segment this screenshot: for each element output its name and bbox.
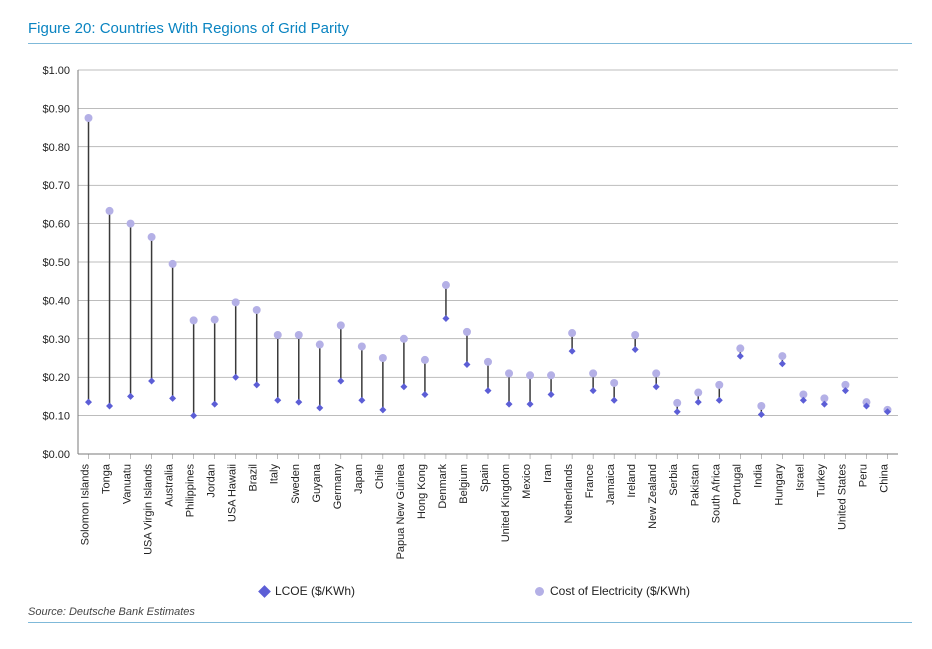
svg-text:United States: United States <box>836 464 848 531</box>
svg-text:Sweden: Sweden <box>290 464 302 504</box>
svg-text:Iran: Iran <box>542 464 554 483</box>
svg-text:France: France <box>584 464 596 498</box>
svg-text:Israel: Israel <box>794 464 806 491</box>
chart-area: $0.00 $0.10 $0.20 $0.30 $0.40 $0.50 $0.60 $0.70… <box>28 50 908 602</box>
svg-text:Chile: Chile <box>374 464 386 489</box>
svg-text:USA Virgin Islands: USA Virgin Islands <box>143 464 155 555</box>
svg-text:Brazil: Brazil <box>248 464 260 492</box>
svg-text:Hong Kong: Hong Kong <box>416 464 428 519</box>
svg-text:Spain: Spain <box>479 464 491 492</box>
legend-item-cost: Cost of Electricity ($/KWh) <box>535 584 690 598</box>
legend-item-lcoe: LCOE ($/KWh) <box>260 584 355 598</box>
svg-text:Hungary: Hungary <box>773 464 785 506</box>
figure-title: Figure 20: Countries With Regions of Gri… <box>28 20 912 44</box>
svg-text:$0.00: $0.00 <box>42 449 70 461</box>
svg-text:United Kingdom: United Kingdom <box>500 464 512 542</box>
svg-text:$0.10: $0.10 <box>42 411 70 423</box>
diamond-icon <box>258 585 271 598</box>
svg-text:Philippines: Philippines <box>185 464 197 518</box>
legend-label-lcoe: LCOE ($/KWh) <box>275 584 355 598</box>
svg-text:Peru: Peru <box>857 464 869 487</box>
svg-text:Germany: Germany <box>332 464 344 510</box>
svg-text:Belgium: Belgium <box>458 464 470 504</box>
svg-text:South Africa: South Africa <box>710 463 722 523</box>
svg-text:$0.90: $0.90 <box>42 103 70 115</box>
svg-text:Solomon Islands: Solomon Islands <box>80 464 92 546</box>
svg-text:Vanuatu: Vanuatu <box>122 464 134 504</box>
svg-text:$0.70: $0.70 <box>42 180 70 192</box>
svg-text:$0.40: $0.40 <box>42 295 70 307</box>
svg-text:India: India <box>752 463 764 488</box>
svg-text:Mexico: Mexico <box>521 464 533 499</box>
svg-text:Denmark: Denmark <box>437 464 449 509</box>
svg-text:$0.80: $0.80 <box>42 142 70 154</box>
svg-text:Serbia: Serbia <box>668 463 680 496</box>
svg-text:Tonga: Tonga <box>101 463 113 494</box>
svg-text:Guyana: Guyana <box>311 463 323 502</box>
circle-icon <box>535 587 544 596</box>
svg-text:Jordan: Jordan <box>206 464 218 498</box>
svg-text:Netherlands: Netherlands <box>563 464 575 524</box>
svg-text:$0.60: $0.60 <box>42 219 70 231</box>
svg-text:New Zealand: New Zealand <box>647 464 659 529</box>
svg-text:Portugal: Portugal <box>731 464 743 505</box>
svg-text:Italy: Italy <box>269 464 281 485</box>
svg-text:$0.50: $0.50 <box>42 257 70 269</box>
legend: LCOE ($/KWh) Cost of Electricity ($/KWh) <box>28 584 922 598</box>
svg-text:China: China <box>878 463 890 493</box>
svg-text:$1.00: $1.00 <box>42 65 70 77</box>
svg-text:Ireland: Ireland <box>626 464 638 498</box>
legend-label-cost: Cost of Electricity ($/KWh) <box>550 584 690 598</box>
figure-container: Figure 20: Countries With Regions of Gri… <box>0 0 932 649</box>
svg-text:Pakistan: Pakistan <box>689 464 701 506</box>
svg-text:Papua New Guinea: Papua New Guinea <box>395 463 407 559</box>
svg-text:USA Hawaii: USA Hawaii <box>227 464 239 522</box>
svg-text:Turkey: Turkey <box>815 464 827 498</box>
grid-parity-chart: $0.00 $0.10 $0.20 $0.30 $0.40 $0.50 $0.60 $0.70… <box>28 50 908 602</box>
svg-text:$0.20: $0.20 <box>42 372 70 384</box>
svg-text:Japan: Japan <box>353 464 365 494</box>
svg-text:Australia: Australia <box>164 463 176 507</box>
svg-text:Jamaica: Jamaica <box>605 463 617 505</box>
svg-text:$0.30: $0.30 <box>42 334 70 346</box>
